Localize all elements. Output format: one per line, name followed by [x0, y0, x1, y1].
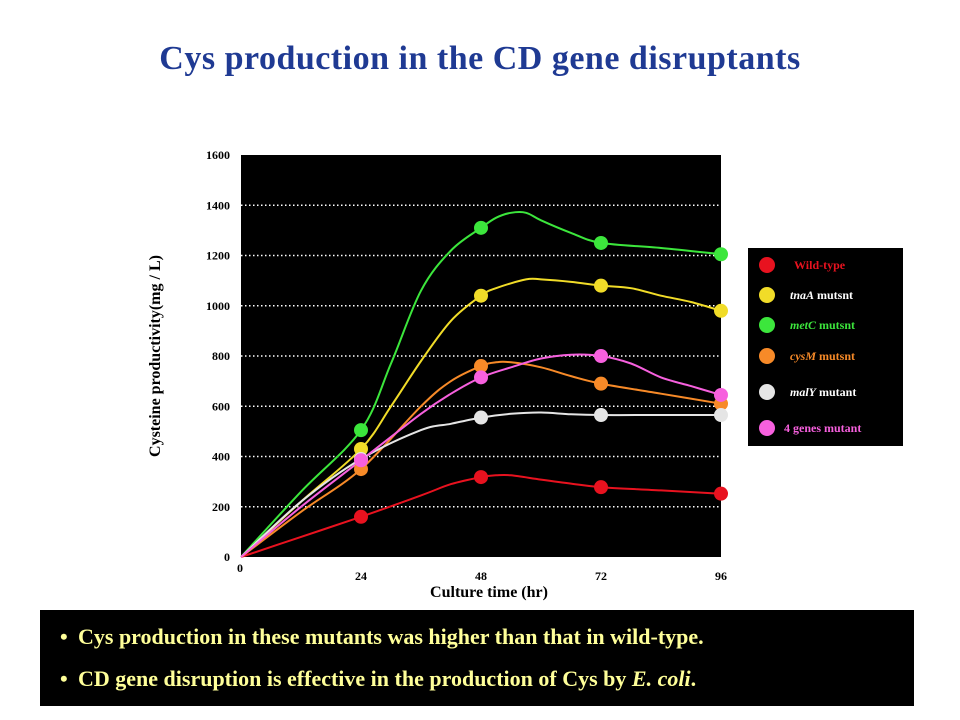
bullet-point: • CD gene disruption is effective in the …	[60, 666, 696, 692]
data-point	[354, 423, 368, 438]
x-tick-label: 72	[595, 569, 607, 583]
legend-label-gene: malY	[790, 385, 818, 399]
bullet-text-suffix: .	[690, 666, 697, 691]
bullet-point: • Cys production in these mutants was hig…	[60, 624, 704, 650]
legend-label: Wild-type	[794, 258, 846, 272]
series-line	[240, 277, 722, 558]
legend-label: cysM mutsnt	[790, 349, 855, 363]
legend-label-text: 4 genes mutant	[784, 421, 861, 435]
x-tick-label: 96	[715, 569, 727, 583]
legend-label: malY mutant	[790, 385, 856, 399]
y-tick-label: 200	[212, 500, 230, 514]
legend-label: metC mutsnt	[790, 318, 855, 332]
conclusion-box: • Cys production in these mutants was hig…	[40, 610, 914, 706]
legend-label-gene: cysM	[790, 349, 816, 363]
x-tick-label: 0	[237, 561, 243, 575]
data-point	[714, 247, 728, 262]
data-point	[714, 387, 728, 402]
data-point	[594, 376, 608, 391]
bullet-glyph: •	[60, 624, 68, 649]
legend-label: 4 genes mutant	[784, 421, 861, 435]
x-tick-label: 48	[475, 569, 487, 583]
x-tick-label: 24	[355, 569, 367, 583]
y-tick-label: 0	[224, 550, 230, 564]
legend-label-gene: metC	[790, 318, 817, 332]
legend-marker	[759, 420, 775, 436]
legend-label-text: mutsnt	[814, 288, 853, 302]
data-point	[714, 486, 728, 501]
data-point	[594, 349, 608, 363]
data-point	[474, 410, 488, 425]
legend-label-text: Wild-type	[794, 258, 846, 272]
data-point	[594, 235, 608, 250]
data-point	[714, 303, 728, 318]
legend-label-gene: tnaA	[790, 288, 814, 302]
legend-label-text: mutsnt	[816, 318, 855, 332]
y-tick-label: 600	[212, 399, 230, 413]
slide-title: Cys production in the CD gene disruptant…	[159, 40, 801, 77]
legend-marker	[759, 384, 775, 400]
bullet-text-prefix: CD gene disruption is effective in the p…	[78, 666, 632, 691]
y-tick-label: 1200	[206, 249, 230, 263]
data-point	[714, 408, 728, 423]
y-tick-label: 1600	[206, 148, 230, 162]
data-point	[474, 470, 488, 485]
data-point	[354, 453, 368, 468]
legend-marker	[759, 257, 775, 273]
data-point	[594, 278, 608, 293]
y-tick-label: 800	[212, 349, 230, 363]
legend-marker	[759, 287, 775, 303]
data-point	[354, 509, 368, 524]
data-point	[474, 220, 488, 235]
legend-label: tnaA mutsnt	[790, 288, 853, 302]
bullet-text: Cys production in these mutants was high…	[78, 624, 704, 649]
bullet-text-organism: E. coli	[631, 666, 691, 691]
y-axis-title: Cysteine productivity(mg / L)	[147, 255, 164, 457]
data-point	[474, 288, 488, 303]
x-axis-title: Culture time (hr)	[430, 584, 548, 601]
legend-box	[748, 248, 903, 446]
y-tick-label: 1000	[206, 299, 230, 313]
cysteine-production-chart: 0 200 400 600 800 1000 1200 1400 1600 0 24 48 72 96 C…	[147, 148, 903, 601]
legend-marker	[759, 317, 775, 333]
y-tick-label: 400	[212, 450, 230, 464]
legend-marker	[759, 348, 775, 364]
data-point	[354, 441, 368, 456]
legend-label-text: mutsnt	[816, 349, 855, 363]
y-tick-label: 1400	[206, 198, 230, 212]
legend-label-text: mutant	[816, 385, 856, 399]
data-point	[594, 480, 608, 495]
data-point	[594, 408, 608, 423]
data-point	[474, 359, 488, 374]
data-point	[474, 370, 488, 385]
bullet-glyph: •	[60, 666, 68, 691]
